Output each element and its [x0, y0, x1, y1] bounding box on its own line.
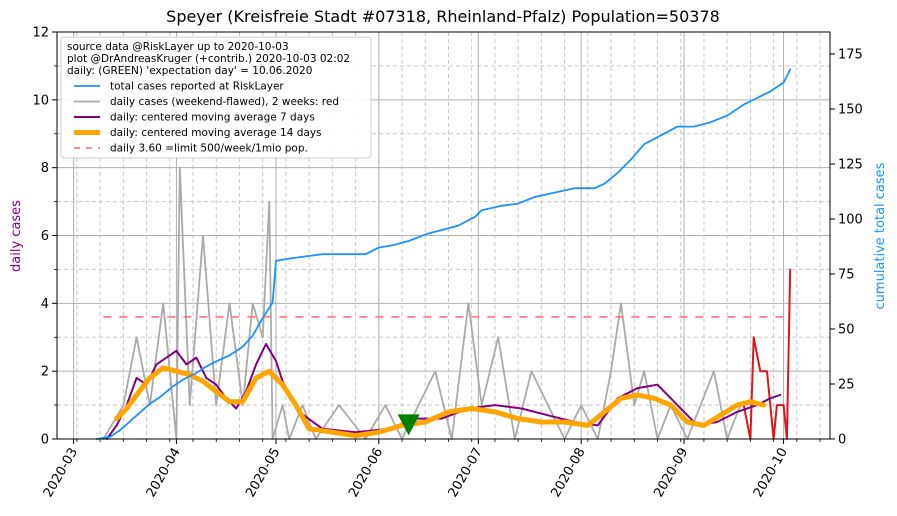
legend: source data @RiskLayer up to 2020-10-03 …: [60, 36, 372, 159]
x-tick-label: 2020-08: [548, 446, 588, 501]
x-tick-label: 2020-10: [751, 446, 791, 501]
right-axis-label: cumulative total cases: [873, 162, 888, 309]
x-tick-label: 2020-05: [243, 446, 283, 501]
y-right-tick-label: 100: [838, 213, 863, 228]
x-tick-label: 2020-03: [41, 446, 81, 501]
legend-label-4: daily: centered moving average 14 days: [110, 127, 322, 139]
legend-label-1: daily cases (weekend-flawed), 2 weeks: r…: [110, 96, 339, 108]
chart-title: Speyer (Kreisfreie Stadt #07318, Rheinla…: [166, 7, 720, 26]
x-tick-label: 2020-09: [651, 446, 691, 501]
left-axis-label: daily cases: [9, 200, 24, 272]
marker-layer: [397, 414, 420, 436]
y-right-tick-label: 150: [838, 103, 863, 118]
y-right-tick-label: 0: [838, 433, 846, 448]
series-line-0: [95, 68, 792, 440]
y-left-tick-label: 6: [41, 229, 49, 244]
y-right-tick-label: 75: [838, 268, 855, 283]
x-tick-label: 2020-07: [446, 446, 486, 501]
legend-label-0: total cases reported at RiskLayer: [110, 81, 284, 93]
y-left-tick-label: 0: [41, 433, 49, 448]
series-layer: [95, 68, 792, 440]
legend-box: [60, 36, 372, 159]
y-right-tick-label: 175: [838, 48, 863, 63]
series-line-2: [742, 268, 792, 440]
y-right-tick-label: 50: [838, 323, 855, 338]
bottom-axis: 2020-03 2020-04 2020-05 2020-06 2020-07 2020-…: [41, 439, 821, 501]
y-left-tick-label: 4: [41, 297, 49, 312]
legend-label-3: daily: centered moving average 7 days: [110, 112, 315, 124]
y-right-tick-label: 125: [838, 158, 863, 173]
series-line-4: [114, 365, 767, 439]
y-left-tick-label: 2: [41, 365, 49, 380]
legend-info-line-3: daily: (GREEN) 'expectation day' = 10.06…: [67, 65, 312, 77]
legend-info-line-1: source data @RiskLayer up to 2020-10-03: [67, 41, 289, 53]
legend-info-line-2: plot @DrAndreasKruger (+contrib.) 2020-1…: [67, 53, 350, 65]
legend-entries: total cases reported at RiskLayer daily c…: [74, 81, 339, 155]
series-line-1: [102, 166, 742, 440]
y-left-tick-label: 10: [32, 93, 49, 108]
x-tick-label: 2020-06: [346, 446, 386, 501]
y-left-tick-label: 8: [41, 161, 49, 176]
expectation-day-marker: [397, 414, 420, 436]
x-tick-label: 2020-04: [144, 446, 184, 501]
y-left-tick-label: 12: [32, 26, 49, 41]
right-axis: 0 25 50 75 100 125 150 175: [830, 48, 863, 448]
left-axis: 0 2 4 6 8 10 12: [32, 26, 57, 448]
y-right-tick-label: 25: [838, 378, 855, 393]
legend-label-5: daily 3.60 =limit 500/week/1mio pop.: [110, 143, 308, 155]
